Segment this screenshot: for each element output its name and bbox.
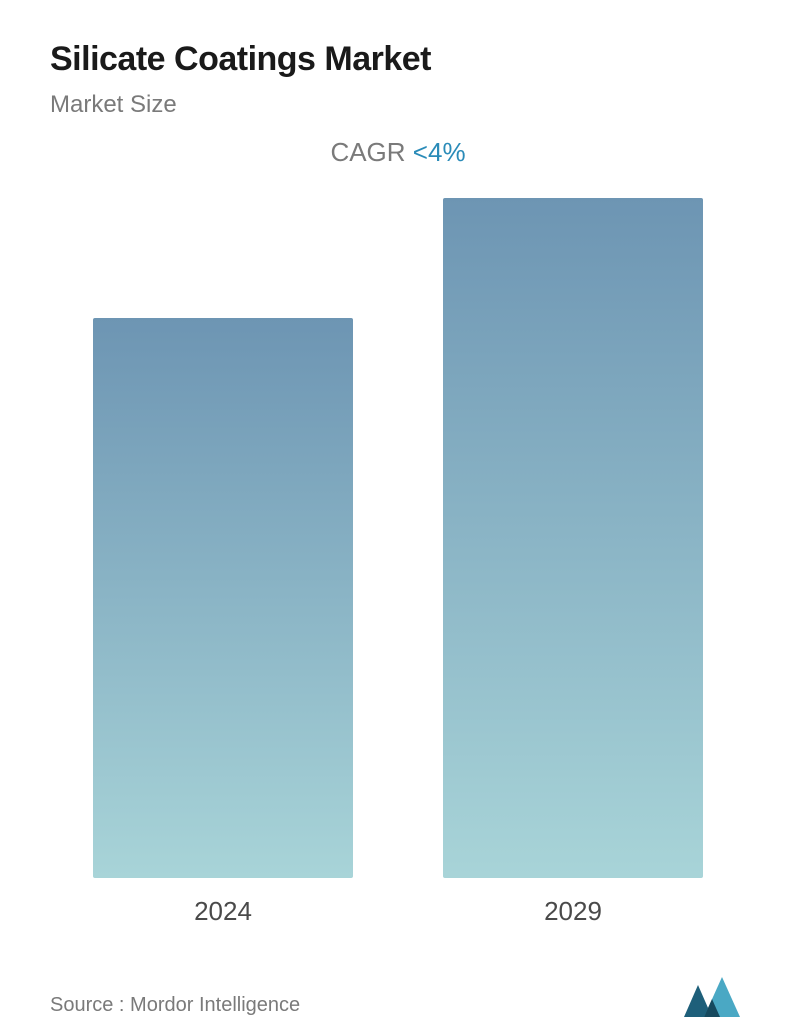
cagr-label: CAGR <box>330 137 405 167</box>
bar-group-0: 2024 <box>93 318 353 927</box>
cagr-value: <4% <box>413 137 466 167</box>
chart-area: 2024 2029 <box>50 198 746 947</box>
source-text: Source : Mordor Intelligence <box>50 994 300 1017</box>
cagr-row: CAGR <4% <box>50 137 746 168</box>
bar-label-1: 2029 <box>544 896 602 927</box>
bar-group-1: 2029 <box>443 198 703 927</box>
mordor-logo-icon <box>684 977 746 1017</box>
source-label: Source : <box>50 994 124 1016</box>
footer: Source : Mordor Intelligence <box>50 947 746 1017</box>
chart-container: Silicate Coatings Market Market Size CAG… <box>0 0 796 1034</box>
chart-title: Silicate Coatings Market <box>50 40 746 79</box>
bar-1 <box>443 198 703 878</box>
bar-label-0: 2024 <box>194 896 252 927</box>
source-value: Mordor Intelligence <box>130 994 300 1016</box>
chart-subtitle: Market Size <box>50 91 746 119</box>
bar-0 <box>93 318 353 878</box>
